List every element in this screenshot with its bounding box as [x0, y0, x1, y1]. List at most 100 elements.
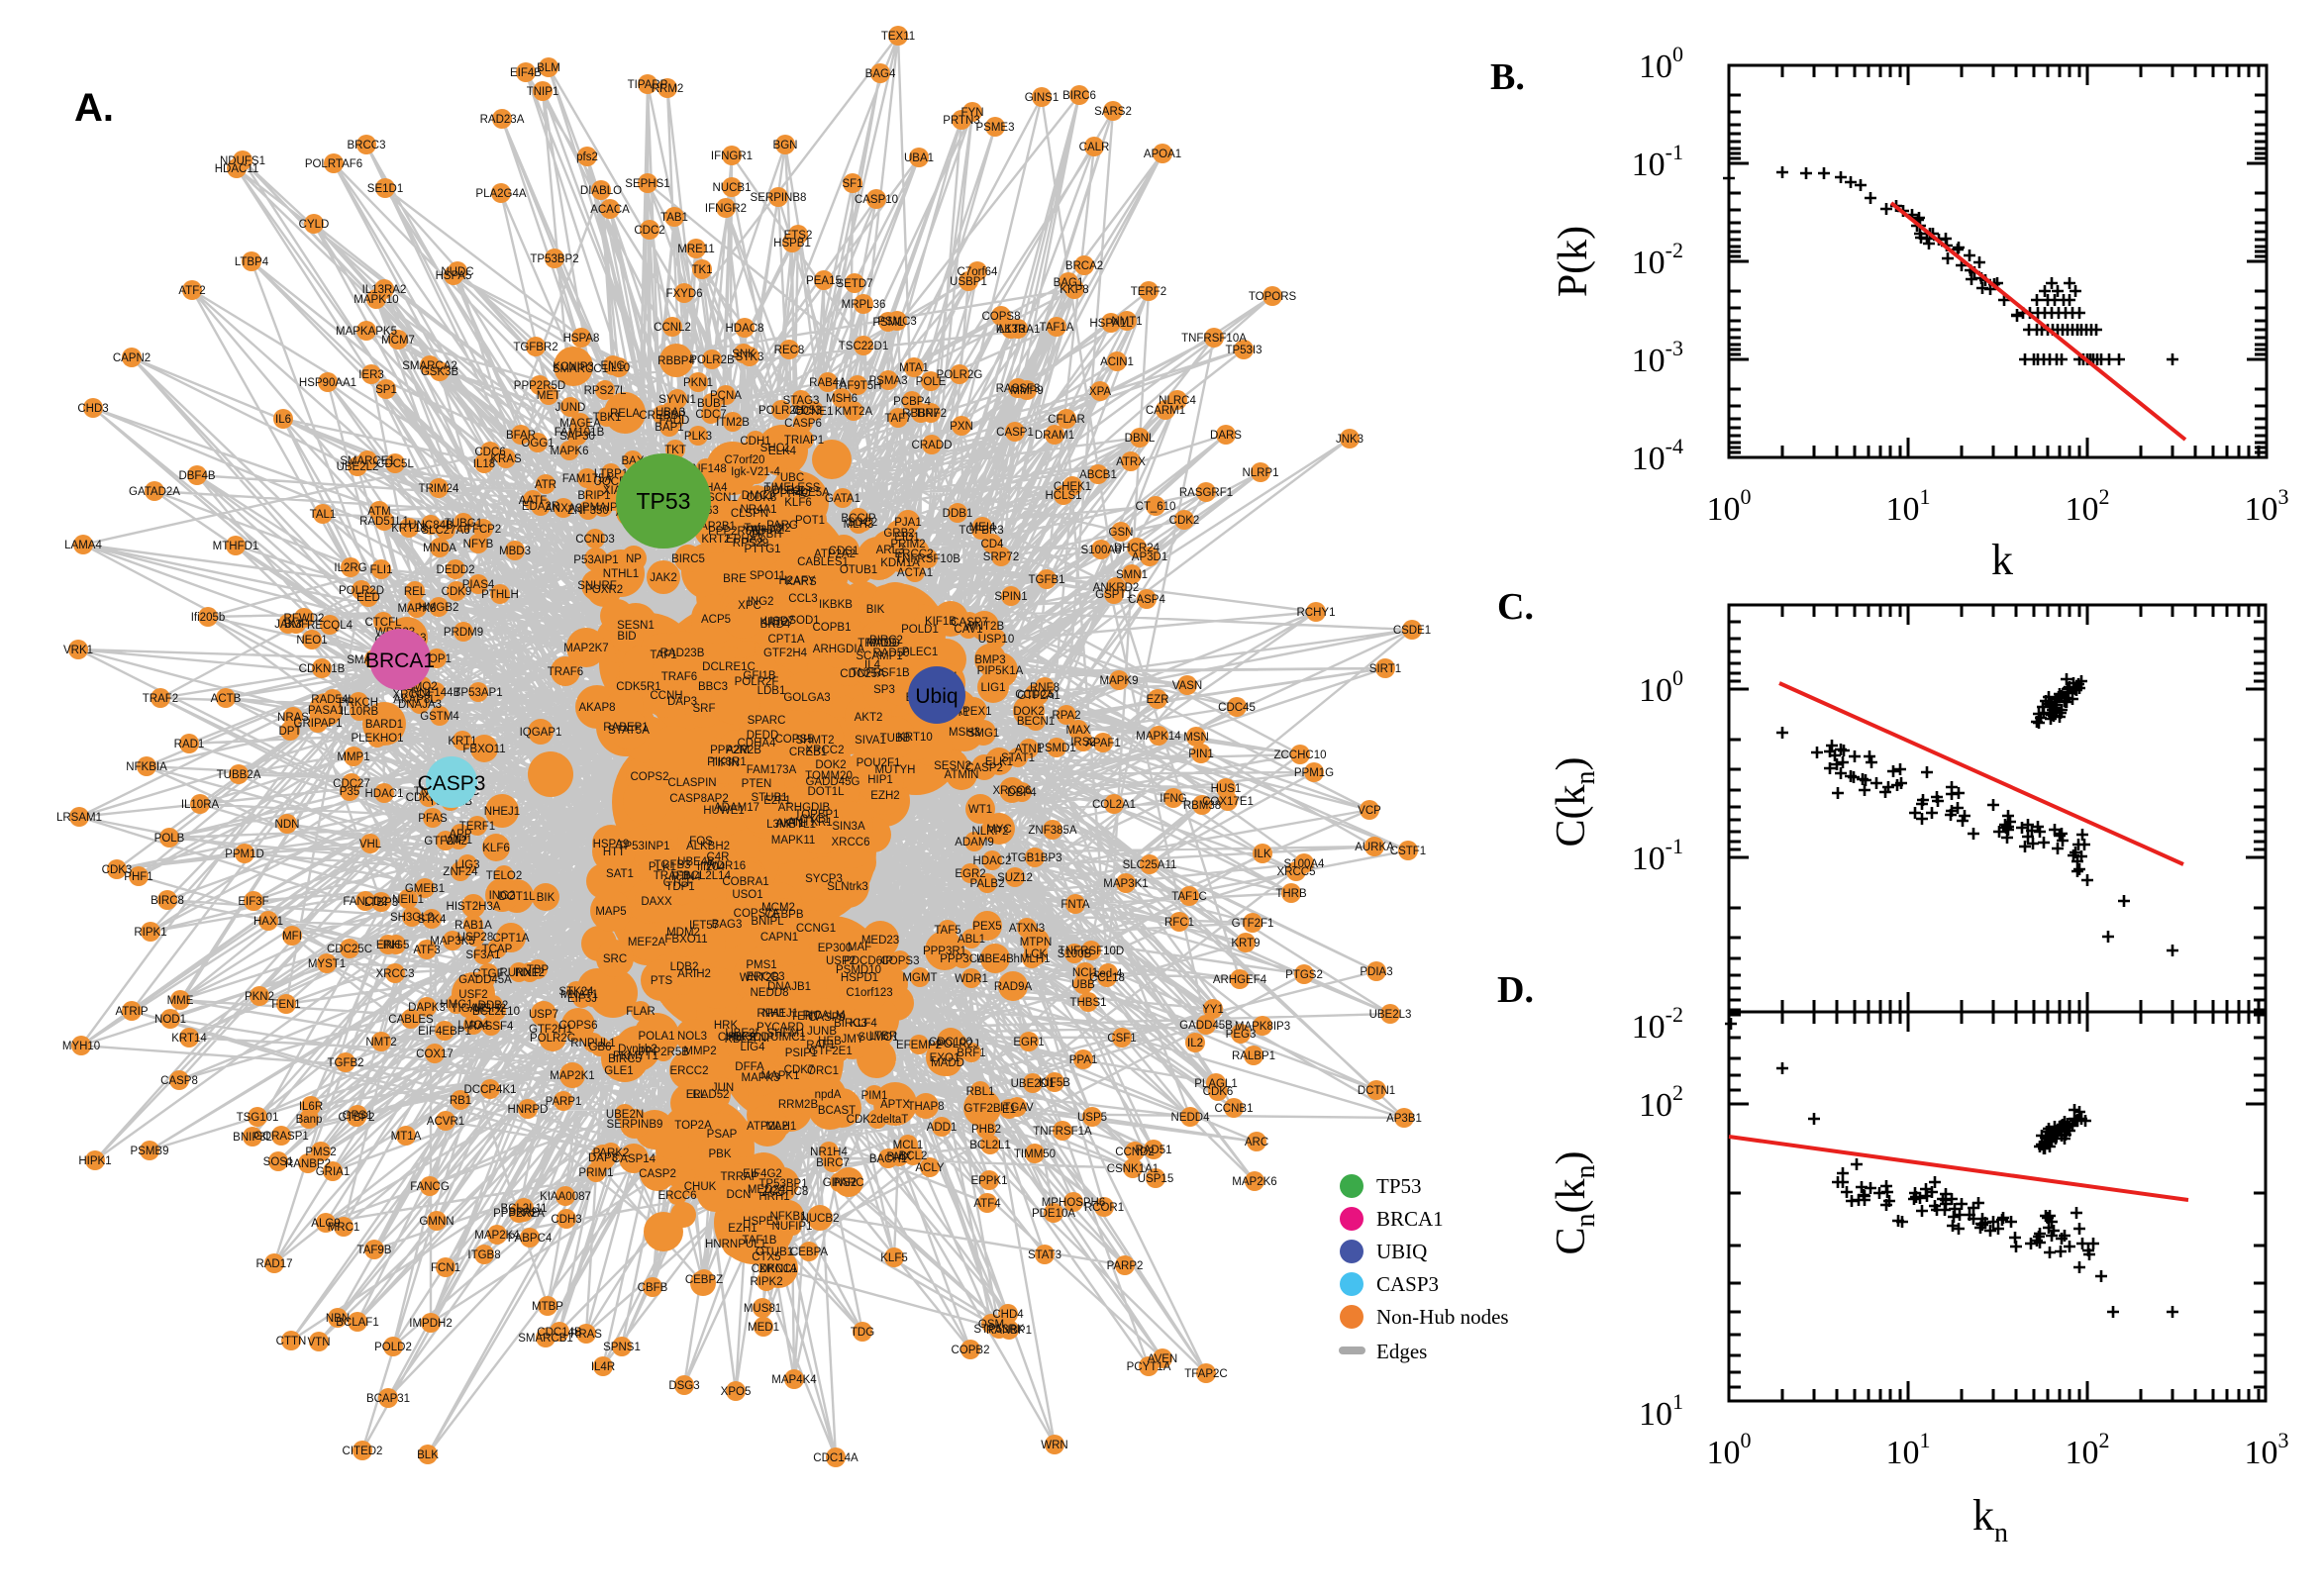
svg-text:AURKA: AURKA [1355, 842, 1394, 853]
svg-text:EZR: EZR [1147, 694, 1169, 706]
svg-text:RNF2: RNF2 [515, 967, 545, 979]
svg-text:PIK3CD: PIK3CD [728, 1032, 769, 1044]
svg-text:TGFBR2: TGFBR2 [513, 342, 557, 353]
svg-text:MSH3: MSH3 [949, 727, 980, 739]
svg-text:DCN: DCN [727, 1189, 752, 1201]
svg-text:PXN: PXN [950, 421, 973, 433]
svg-text:NR4A1: NR4A1 [740, 504, 776, 516]
svg-text:DBF4B: DBF4B [178, 470, 215, 482]
svg-text:ELK4: ELK4 [768, 446, 797, 457]
svg-text:SH3GL2: SH3GL2 [390, 912, 434, 924]
svg-text:NOL3: NOL3 [677, 1031, 707, 1043]
svg-text:ERCC6: ERCC6 [658, 1190, 697, 1202]
svg-text:SLNtrk3: SLNtrk3 [827, 881, 868, 893]
svg-text:RASSF4: RASSF4 [469, 1021, 514, 1033]
svg-text:CCNH: CCNH [650, 690, 682, 702]
svg-text:ACVR1: ACVR1 [427, 1116, 464, 1128]
svg-text:C(kn): C(kn) [1549, 757, 1601, 848]
svg-text:MSN: MSN [1183, 732, 1209, 744]
svg-text:KIAA0087: KIAA0087 [540, 1191, 591, 1203]
svg-text:RRAS: RRAS [570, 1329, 602, 1341]
svg-text:MT1A: MT1A [391, 1131, 422, 1143]
svg-text:COX17: COX17 [416, 1048, 454, 1060]
svg-text:CTBP2: CTBP2 [338, 1112, 374, 1124]
svg-text:TFCP2: TFCP2 [465, 524, 501, 536]
svg-text:TOP2A: TOP2A [674, 1120, 712, 1132]
svg-text:ELL: ELL [686, 1089, 707, 1101]
svg-text:NRAS: NRAS [277, 712, 309, 724]
svg-text:TBP: TBP [527, 964, 550, 976]
svg-text:MMP1: MMP1 [337, 751, 369, 763]
svg-text:NEIL1: NEIL1 [392, 894, 424, 906]
svg-text:TDG: TDG [851, 1327, 874, 1339]
svg-text:CASP8AP2: CASP8AP2 [669, 793, 728, 805]
svg-text:ADAM9: ADAM9 [955, 837, 994, 848]
svg-text:GTF2A1: GTF2A1 [1017, 690, 1060, 702]
svg-text:CTX5: CTX5 [752, 1251, 780, 1263]
svg-text:TERF1: TERF1 [459, 821, 495, 833]
svg-text:CDHA4: CDHA4 [738, 738, 777, 749]
svg-text:PTEN: PTEN [742, 778, 772, 790]
svg-text:SP3: SP3 [873, 684, 895, 696]
svg-text:RALBP1: RALBP1 [1232, 1050, 1275, 1062]
svg-text:LDB2: LDB2 [670, 961, 699, 973]
svg-text:TAF9B: TAF9B [357, 1245, 392, 1256]
svg-text:VTN: VTN [308, 1337, 331, 1348]
svg-text:BACH1: BACH1 [869, 1153, 907, 1165]
svg-text:FBXO11: FBXO11 [664, 934, 707, 946]
svg-text:PFAS: PFAS [418, 813, 448, 825]
svg-text:RAD50: RAD50 [872, 648, 909, 659]
svg-text:CEBPA: CEBPA [790, 1247, 828, 1258]
svg-text:NFYB: NFYB [463, 539, 494, 550]
svg-text:Non-Hub nodes: Non-Hub nodes [1376, 1305, 1509, 1329]
svg-text:SMARCE1: SMARCE1 [340, 455, 395, 467]
svg-text:TAF7: TAF7 [884, 413, 911, 425]
svg-text:USP7: USP7 [529, 1009, 558, 1021]
svg-text:APEX1: APEX1 [955, 706, 991, 718]
svg-text:IKBKB: IKBKB [819, 599, 853, 611]
svg-text:XPC: XPC [738, 600, 761, 612]
svg-text:STK4: STK4 [418, 914, 447, 926]
svg-text:TUBB: TUBB [880, 733, 911, 745]
svg-text:XPO5: XPO5 [721, 1386, 752, 1398]
svg-text:APOA1: APOA1 [1144, 149, 1181, 160]
svg-text:RAD51L1: RAD51L1 [359, 516, 409, 528]
svg-text:JAK3: JAK3 [274, 619, 302, 631]
svg-text:DFFA: DFFA [735, 1061, 764, 1073]
svg-text:KIF5B: KIF5B [1039, 1077, 1070, 1089]
svg-text:MSH6: MSH6 [826, 393, 858, 405]
svg-text:MAPK8: MAPK8 [398, 603, 437, 615]
svg-text:CITED2: CITED2 [343, 1446, 383, 1457]
svg-text:MUTYH: MUTYH [875, 764, 916, 776]
svg-text:CASP1: CASP1 [996, 427, 1034, 439]
svg-text:PSMD10: PSMD10 [836, 964, 881, 976]
svg-text:FANCD2: FANCD2 [343, 896, 387, 908]
svg-text:CHD4: CHD4 [992, 1309, 1024, 1321]
svg-text:PPM1G: PPM1G [1294, 767, 1334, 779]
svg-text:NLRP2: NLRP2 [971, 826, 1008, 838]
svg-text:SARS2: SARS2 [1094, 106, 1132, 118]
svg-text:CALR: CALR [1079, 142, 1110, 153]
svg-text:PEA15: PEA15 [806, 275, 842, 287]
svg-text:ITGAV: ITGAV [1000, 1102, 1034, 1114]
svg-text:ANKRD2: ANKRD2 [1093, 582, 1140, 594]
svg-text:BAG4: BAG4 [865, 68, 896, 80]
svg-text:ATP2A2: ATP2A2 [814, 549, 856, 560]
svg-text:SHMT2: SHMT2 [796, 735, 835, 747]
svg-text:TFAP2C: TFAP2C [1184, 1368, 1227, 1380]
svg-text:WDR1: WDR1 [955, 973, 988, 985]
svg-text:CABLES: CABLES [388, 1014, 434, 1026]
svg-text:COL2A1: COL2A1 [1092, 799, 1136, 811]
svg-text:BBC3: BBC3 [698, 681, 728, 693]
svg-text:CASP8: CASP8 [160, 1075, 198, 1087]
svg-text:HDAC11: HDAC11 [215, 163, 259, 175]
svg-text:ZNF350: ZNF350 [567, 505, 609, 517]
svg-text:PARK2: PARK2 [593, 1147, 630, 1159]
svg-text:IL18: IL18 [473, 458, 495, 470]
svg-text:CDC14A: CDC14A [813, 1452, 858, 1464]
svg-text:ITM2B: ITM2B [716, 417, 750, 429]
svg-text:GADD45B: GADD45B [1179, 1020, 1233, 1032]
svg-text:STAG3: STAG3 [783, 395, 820, 407]
svg-text:MNDA: MNDA [423, 543, 456, 554]
svg-text:BRF1: BRF1 [957, 1047, 985, 1059]
